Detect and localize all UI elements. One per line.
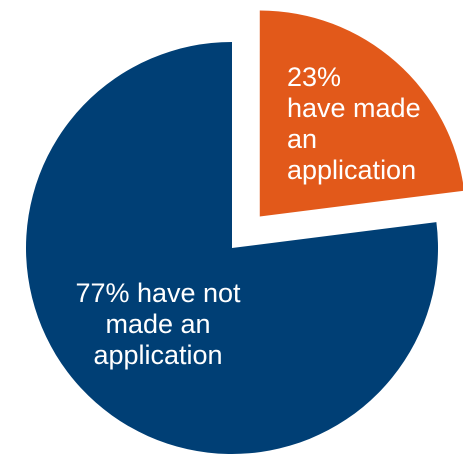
slice-label-have-not-made-application: 77% have not made an application bbox=[75, 278, 241, 370]
slice-label-have-made-application: 23% have made an application bbox=[287, 62, 421, 185]
pie-slice-have-made-application bbox=[259, 10, 463, 217]
pie-slice-have-not-made-application bbox=[26, 42, 439, 455]
